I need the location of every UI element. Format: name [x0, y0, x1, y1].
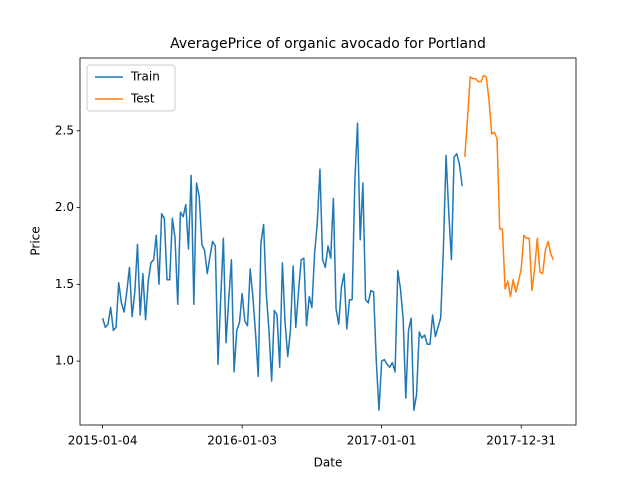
chart-title: AveragePrice of organic avocado for Port… — [170, 36, 486, 52]
x-tick-label: 2017-01-01 — [347, 434, 417, 448]
x-tick-label: 2017-12-31 — [486, 434, 556, 448]
x-tick-label: 2015-01-04 — [68, 434, 138, 448]
data-line — [464, 74, 555, 298]
data-line — [101, 122, 463, 412]
x-axis-label: Date — [314, 456, 343, 470]
y-axis-label: Price — [29, 226, 43, 255]
legend-label: Test — [130, 92, 155, 106]
x-tick-label: 2016-01-03 — [207, 434, 277, 448]
y-tick-label: 1.5 — [55, 277, 74, 291]
legend-label: Train — [130, 70, 160, 84]
y-tick-label: 2.0 — [55, 200, 74, 214]
y-tick-label: 2.5 — [55, 123, 74, 137]
y-tick-label: 1.0 — [55, 354, 74, 368]
plot-frame — [79, 57, 577, 426]
